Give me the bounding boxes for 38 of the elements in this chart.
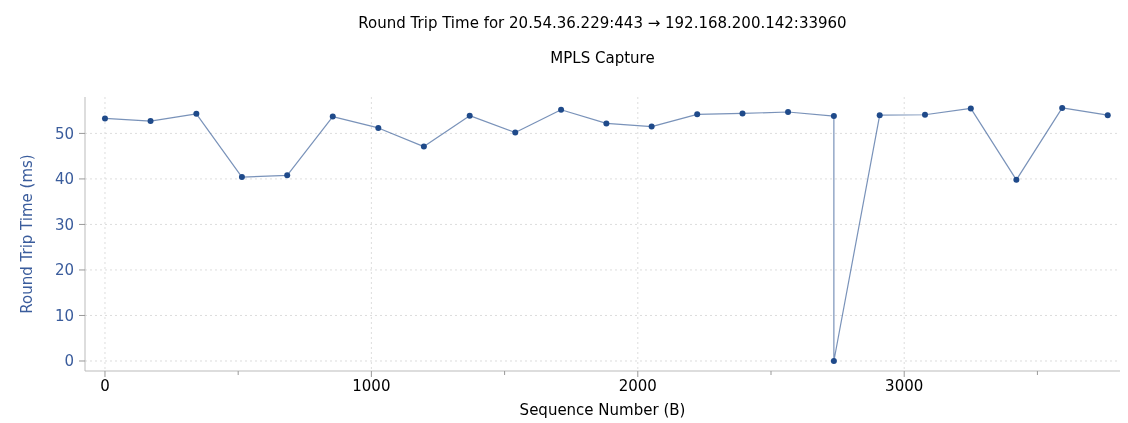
point <box>375 124 382 131</box>
point <box>101 115 108 122</box>
point <box>193 110 200 117</box>
y-tick-label: 40 <box>54 170 74 189</box>
x-tick-label: 0 <box>100 377 110 395</box>
x-axis-title: Sequence Number (B) <box>519 401 686 419</box>
point <box>876 112 883 119</box>
y-tick-label: 20 <box>54 261 74 280</box>
y-tick-label: 30 <box>54 215 74 234</box>
point <box>967 105 974 112</box>
x-tick-label: 1000 <box>352 377 391 395</box>
point <box>558 106 565 113</box>
point <box>284 172 291 179</box>
point <box>921 111 928 118</box>
y-tick-label: 50 <box>54 124 74 143</box>
point <box>1104 112 1111 119</box>
point <box>147 118 154 125</box>
point <box>694 111 701 118</box>
x-tick-label: 3000 <box>885 377 924 395</box>
point <box>512 129 519 136</box>
point <box>603 120 610 127</box>
y-axis-title: Round Trip Time (ms) <box>18 154 36 314</box>
chart-subtitle: MPLS Capture <box>550 49 655 67</box>
point <box>238 174 245 181</box>
point <box>420 143 427 150</box>
point <box>739 110 746 117</box>
point <box>466 112 473 119</box>
point <box>329 113 336 120</box>
y-tick-label: 10 <box>54 306 74 325</box>
chart-title: Round Trip Time for 20.54.36.229:443 → 192.168.200.142:33960 <box>358 14 847 32</box>
point <box>830 113 837 120</box>
point <box>785 109 792 116</box>
point <box>830 357 837 364</box>
point <box>1013 176 1020 183</box>
point <box>648 123 655 130</box>
point <box>1059 104 1066 111</box>
x-tick-label: 2000 <box>618 377 657 395</box>
y-tick-label: 0 <box>64 352 74 371</box>
